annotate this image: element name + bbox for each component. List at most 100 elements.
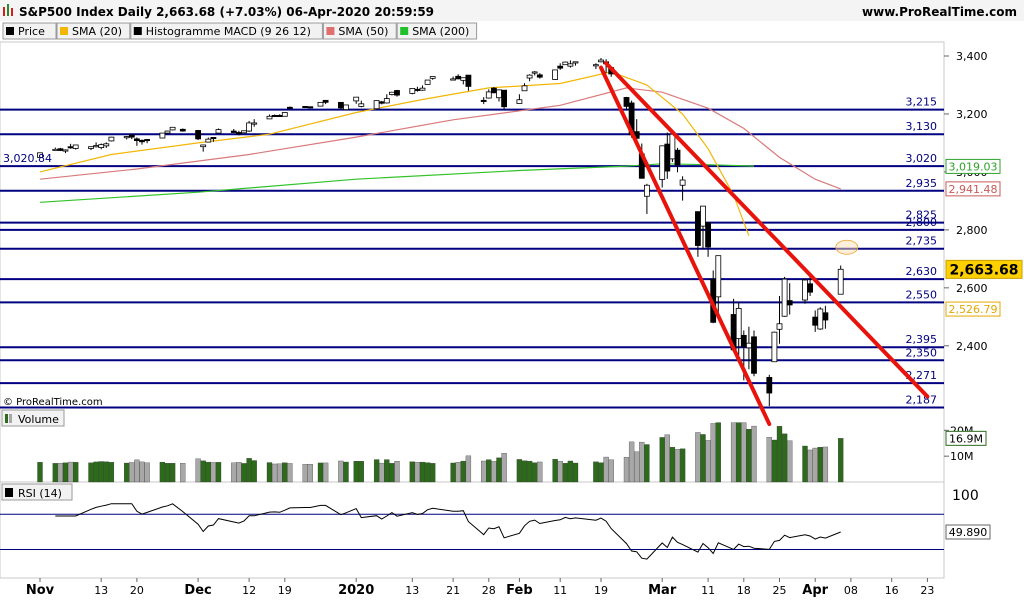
volume-bar bbox=[766, 437, 772, 483]
sma-value-box bbox=[945, 181, 1001, 197]
price-candle bbox=[516, 94, 523, 104]
level-label: 2,800 bbox=[906, 216, 938, 229]
price-candle bbox=[409, 88, 416, 95]
volume-bar bbox=[812, 447, 818, 483]
x-axis-label: 11 bbox=[701, 584, 715, 597]
candle-body bbox=[460, 77, 467, 81]
candle-body bbox=[169, 126, 176, 131]
volume-bar bbox=[139, 461, 145, 483]
chart-title: S&P500 Index Daily 2,663.68 (+7.03%) 06-… bbox=[19, 5, 434, 19]
highlight-circle bbox=[835, 239, 859, 255]
volume-bar bbox=[521, 460, 528, 483]
legend-item-2 bbox=[130, 22, 323, 40]
site-link[interactable]: www.ProRealTime.com bbox=[862, 5, 1017, 19]
volume-bar bbox=[384, 459, 390, 483]
volume-bar bbox=[700, 434, 706, 483]
price-candle bbox=[144, 139, 151, 144]
price-candle bbox=[353, 96, 360, 104]
volume-bar bbox=[593, 461, 599, 483]
sma-value-label: 2,941.48 bbox=[949, 183, 998, 196]
candle-body bbox=[353, 96, 360, 102]
price-candle bbox=[567, 60, 574, 68]
volume-bar bbox=[741, 422, 747, 483]
volume-bar bbox=[169, 463, 176, 483]
x-axis-label: 16 bbox=[885, 584, 899, 597]
volume-bar bbox=[430, 463, 436, 483]
price-candle bbox=[536, 73, 543, 79]
price-candle bbox=[501, 89, 508, 110]
volume-bar bbox=[98, 461, 104, 483]
candle-body bbox=[552, 69, 558, 80]
price-candle bbox=[322, 99, 329, 105]
legend-label: SMA (50) bbox=[338, 25, 388, 38]
price-candle bbox=[210, 137, 217, 142]
price-panel[interactable] bbox=[0, 41, 945, 409]
price-candle bbox=[781, 276, 788, 317]
sma-value-label: 2,526.79 bbox=[949, 303, 998, 316]
candle-body bbox=[215, 129, 222, 134]
level-label: 2,550 bbox=[906, 288, 938, 301]
candle-body bbox=[144, 139, 151, 142]
legend-swatch-icon bbox=[400, 27, 409, 35]
candle-body bbox=[715, 255, 722, 298]
volume-bar bbox=[659, 437, 665, 483]
volume-bar bbox=[353, 461, 359, 483]
volume-bar bbox=[73, 462, 79, 483]
candle-body bbox=[343, 104, 349, 111]
candle-body bbox=[562, 61, 569, 66]
candle-body bbox=[409, 88, 416, 94]
volume-bar bbox=[159, 461, 166, 483]
rsi-panel[interactable] bbox=[0, 481, 945, 579]
volume-bar bbox=[572, 462, 579, 483]
volume-bar bbox=[679, 448, 686, 483]
candle-body bbox=[557, 65, 564, 69]
candle-body bbox=[241, 130, 247, 134]
legend-label: SMA (20) bbox=[72, 25, 122, 38]
price-candle bbox=[557, 63, 564, 70]
x-axis-label: Feb bbox=[506, 583, 532, 598]
volume-bar bbox=[450, 462, 456, 483]
candle-body bbox=[674, 149, 681, 166]
legend-item-0 bbox=[2, 22, 57, 40]
candle-body bbox=[93, 145, 99, 148]
sma-value-label: 3,019.03 bbox=[949, 160, 998, 173]
price-candle bbox=[807, 275, 813, 296]
price-candle bbox=[802, 278, 808, 304]
volume-bar bbox=[424, 462, 431, 483]
price-candle bbox=[286, 106, 293, 110]
price-candle bbox=[490, 87, 497, 94]
volume-bar bbox=[62, 462, 69, 483]
candle-body bbox=[521, 85, 528, 92]
legend-swatch-icon bbox=[326, 27, 335, 35]
candle-body bbox=[695, 211, 701, 246]
candle-body bbox=[490, 87, 497, 94]
volume-bar bbox=[236, 462, 242, 483]
volume-bar bbox=[639, 441, 645, 483]
candle-body bbox=[598, 59, 604, 63]
sma-value-box bbox=[945, 158, 1001, 174]
candle-body bbox=[394, 90, 400, 96]
candle-body bbox=[205, 138, 212, 143]
candle-body bbox=[623, 97, 630, 107]
volume-bar bbox=[603, 456, 609, 483]
price-candle bbox=[552, 69, 558, 81]
axis-layer: 3,4003,2003,0002,8002,6002,4003,019.032,… bbox=[26, 50, 1023, 598]
volume-bar bbox=[787, 440, 793, 483]
sma-value-box bbox=[945, 301, 1001, 317]
price-candle bbox=[705, 222, 711, 257]
price-candle bbox=[159, 132, 166, 139]
rsi-layer bbox=[0, 503, 944, 560]
volume-bar bbox=[210, 462, 217, 483]
volume-bar bbox=[67, 461, 74, 483]
candle-body bbox=[593, 64, 599, 67]
price-candle bbox=[200, 144, 207, 152]
candle-body bbox=[52, 148, 59, 151]
candle-body bbox=[771, 331, 778, 363]
volume-bar bbox=[465, 455, 472, 483]
volume-bar bbox=[710, 423, 716, 483]
candle-body bbox=[235, 132, 242, 135]
price-candle bbox=[205, 137, 212, 143]
volume-bar bbox=[266, 462, 273, 483]
candle-body bbox=[230, 130, 237, 133]
